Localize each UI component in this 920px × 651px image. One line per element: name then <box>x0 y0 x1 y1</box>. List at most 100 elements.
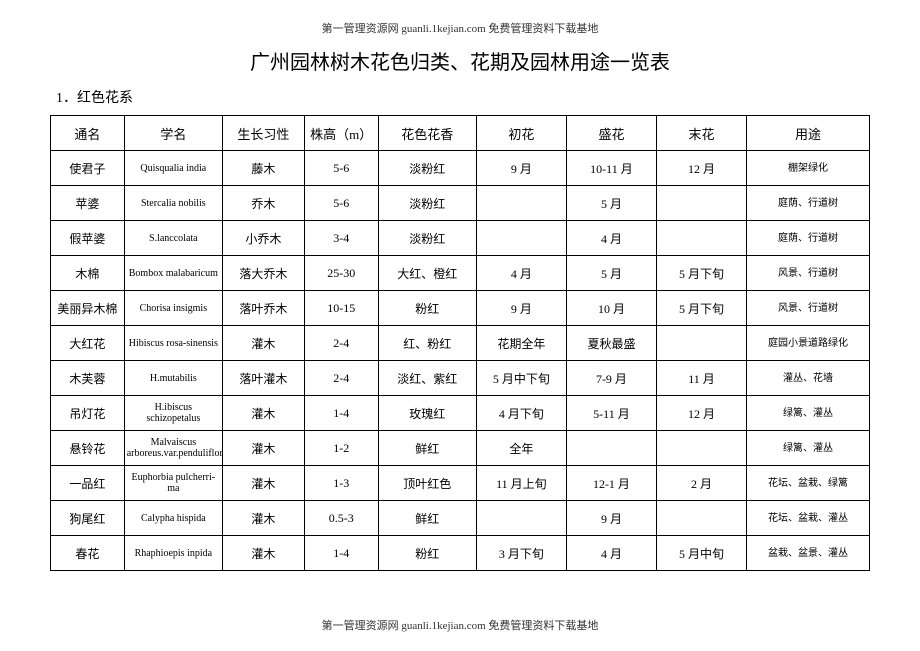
cell-name: 悬铃花 <box>51 431 125 466</box>
plant-table: 通名 学名 生长习性 株高（m） 花色花香 初花 盛花 末花 用途 使君子Qui… <box>50 115 870 571</box>
cell-first: 9 月 <box>476 151 566 186</box>
cell-first: 4 月下旬 <box>476 396 566 431</box>
col-header: 末花 <box>656 116 746 151</box>
cell-color: 红、粉红 <box>378 326 476 361</box>
cell-name: 春花 <box>51 536 125 571</box>
cell-name: 狗尾红 <box>51 501 125 536</box>
cell-peak: 12-1 月 <box>566 466 656 501</box>
col-header: 用途 <box>747 116 870 151</box>
cell-peak: 5 月 <box>566 256 656 291</box>
cell-use: 庭荫、行道树 <box>747 186 870 221</box>
cell-name: 使君子 <box>51 151 125 186</box>
cell-habit: 落叶乔木 <box>222 291 304 326</box>
cell-name: 美丽异木棉 <box>51 291 125 326</box>
section-label: 1．红色花系 <box>56 87 870 107</box>
cell-use: 庭荫、行道树 <box>747 221 870 256</box>
table-row: 美丽异木棉Chorisa insigmis落叶乔木10-15粉红9 月10 月5… <box>51 291 870 326</box>
cell-habit: 藤木 <box>222 151 304 186</box>
cell-peak: 4 月 <box>566 221 656 256</box>
cell-height: 2-4 <box>304 326 378 361</box>
cell-end: 5 月下旬 <box>656 256 746 291</box>
table-row: 使君子Quisqualia india藤木5-6淡粉红9 月10-11 月12 … <box>51 151 870 186</box>
cell-habit: 小乔木 <box>222 221 304 256</box>
table-row: 大红花Hibiscus rosa-sinensis灌木2-4红、粉红花期全年夏秋… <box>51 326 870 361</box>
cell-color: 玫瑰红 <box>378 396 476 431</box>
cell-end: 5 月下旬 <box>656 291 746 326</box>
cell-color: 粉红 <box>378 536 476 571</box>
cell-height: 1-4 <box>304 396 378 431</box>
cell-peak <box>566 431 656 466</box>
table-row: 一品红Euphorbia pulcherri-ma灌木1-3顶叶红色11 月上旬… <box>51 466 870 501</box>
cell-use: 绿篱、灌丛 <box>747 431 870 466</box>
cell-first: 11 月上旬 <box>476 466 566 501</box>
cell-name: 一品红 <box>51 466 125 501</box>
cell-latin: Malvaiscus arboreus.var.penduliflorus <box>124 431 222 466</box>
cell-peak: 10 月 <box>566 291 656 326</box>
cell-use: 花坛、盆栽、灌丛 <box>747 501 870 536</box>
cell-latin: Hibiscus rosa-sinensis <box>124 326 222 361</box>
cell-latin: Rhaphioepis inpida <box>124 536 222 571</box>
cell-name: 木芙蓉 <box>51 361 125 396</box>
cell-peak: 5-11 月 <box>566 396 656 431</box>
cell-latin: Bombox malabaricum <box>124 256 222 291</box>
cell-name: 大红花 <box>51 326 125 361</box>
cell-first: 4 月 <box>476 256 566 291</box>
cell-latin: Stercalia nobilis <box>124 186 222 221</box>
cell-peak: 4 月 <box>566 536 656 571</box>
cell-latin: Chorisa insigmis <box>124 291 222 326</box>
col-header: 初花 <box>476 116 566 151</box>
table-row: 木棉Bombox malabaricum落大乔木25-30大红、橙红4 月5 月… <box>51 256 870 291</box>
cell-end <box>656 186 746 221</box>
cell-use: 棚架绿化 <box>747 151 870 186</box>
page-title: 广州园林树木花色归类、花期及园林用途一览表 <box>50 46 870 75</box>
col-header: 学名 <box>124 116 222 151</box>
cell-height: 5-6 <box>304 151 378 186</box>
cell-name: 吊灯花 <box>51 396 125 431</box>
cell-first: 花期全年 <box>476 326 566 361</box>
cell-first <box>476 186 566 221</box>
col-header: 盛花 <box>566 116 656 151</box>
cell-color: 顶叶红色 <box>378 466 476 501</box>
cell-peak: 7-9 月 <box>566 361 656 396</box>
cell-latin: Calypha hispida <box>124 501 222 536</box>
cell-first: 3 月下旬 <box>476 536 566 571</box>
cell-height: 1-4 <box>304 536 378 571</box>
col-header: 通名 <box>51 116 125 151</box>
col-header: 株高（m） <box>304 116 378 151</box>
cell-habit: 落大乔木 <box>222 256 304 291</box>
cell-height: 1-3 <box>304 466 378 501</box>
cell-habit: 灌木 <box>222 501 304 536</box>
cell-name: 苹婆 <box>51 186 125 221</box>
cell-height: 1-2 <box>304 431 378 466</box>
cell-latin: H.mutabilis <box>124 361 222 396</box>
cell-end: 12 月 <box>656 151 746 186</box>
cell-color: 鲜红 <box>378 501 476 536</box>
cell-height: 0.5-3 <box>304 501 378 536</box>
cell-use: 庭园小景道路绿化 <box>747 326 870 361</box>
cell-habit: 灌木 <box>222 326 304 361</box>
cell-peak: 夏秋最盛 <box>566 326 656 361</box>
cell-name: 木棉 <box>51 256 125 291</box>
cell-height: 25-30 <box>304 256 378 291</box>
cell-use: 花坛、盆栽、绿篱 <box>747 466 870 501</box>
cell-use: 绿篱、灌丛 <box>747 396 870 431</box>
cell-first <box>476 221 566 256</box>
cell-habit: 乔木 <box>222 186 304 221</box>
cell-peak: 9 月 <box>566 501 656 536</box>
cell-color: 鲜红 <box>378 431 476 466</box>
cell-habit: 落叶灌木 <box>222 361 304 396</box>
cell-name: 假苹婆 <box>51 221 125 256</box>
cell-peak: 5 月 <box>566 186 656 221</box>
cell-latin: S.lanccolata <box>124 221 222 256</box>
cell-first: 5 月中下旬 <box>476 361 566 396</box>
cell-color: 粉红 <box>378 291 476 326</box>
cell-color: 淡粉红 <box>378 151 476 186</box>
table-row: 悬铃花Malvaiscus arboreus.var.penduliflorus… <box>51 431 870 466</box>
col-header: 生长习性 <box>222 116 304 151</box>
cell-first <box>476 501 566 536</box>
cell-habit: 灌木 <box>222 466 304 501</box>
cell-color: 大红、橙红 <box>378 256 476 291</box>
cell-end: 5 月中旬 <box>656 536 746 571</box>
cell-habit: 灌木 <box>222 536 304 571</box>
cell-color: 淡粉红 <box>378 221 476 256</box>
